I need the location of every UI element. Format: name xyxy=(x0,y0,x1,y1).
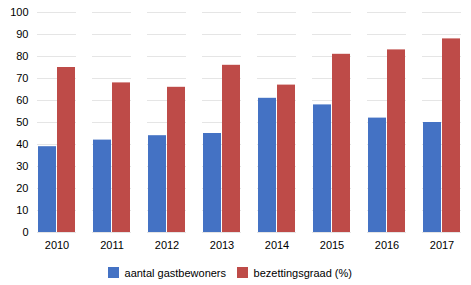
svg-text:10: 10 xyxy=(16,204,28,216)
svg-text:2013: 2013 xyxy=(210,239,234,251)
svg-text:60: 60 xyxy=(16,94,28,106)
svg-text:2010: 2010 xyxy=(45,239,69,251)
html-text:aantal gastbewoners: aantal gastbewoners xyxy=(124,266,226,279)
html-text:bezettingsgraad (%): bezettingsgraad (%) xyxy=(253,266,352,279)
svg-text:2014: 2014 xyxy=(265,239,289,251)
svg-text:2011: 2011 xyxy=(100,239,124,251)
svg-text:100: 100 xyxy=(10,6,28,18)
svg-text:0: 0 xyxy=(22,226,28,238)
svg-text:40: 40 xyxy=(16,138,28,150)
svg-text:90: 90 xyxy=(16,28,28,40)
svg-text:20: 20 xyxy=(16,182,28,194)
svg-text:2016: 2016 xyxy=(375,239,399,251)
svg-text:30: 30 xyxy=(16,160,28,172)
svg-text:2017: 2017 xyxy=(430,239,454,251)
svg-text:2015: 2015 xyxy=(320,239,344,251)
svg-text:50: 50 xyxy=(16,116,28,128)
svg-text:70: 70 xyxy=(16,72,28,84)
svg-text:2012: 2012 xyxy=(155,239,179,251)
svg-text:80: 80 xyxy=(16,50,28,62)
